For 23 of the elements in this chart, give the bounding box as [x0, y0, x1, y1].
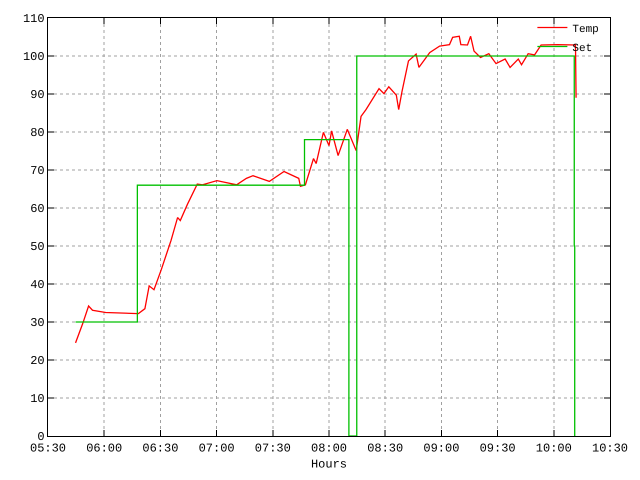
y-tick-label: 60: [30, 202, 45, 216]
x-tick-label: 07:00: [198, 441, 235, 456]
y-tick-label: 10: [30, 392, 45, 406]
x-tick-label: 08:30: [367, 441, 404, 456]
y-tick-label: 80: [30, 126, 45, 140]
x-tick-label: 07:30: [254, 441, 291, 456]
x-axis-title: Hours: [310, 457, 348, 472]
x-tick-label: 09:30: [480, 441, 516, 456]
y-tick-label: 100: [22, 50, 45, 64]
y-tick-label: 90: [30, 88, 45, 102]
y-tick-label: 110: [22, 12, 45, 26]
y-tick-label: 40: [30, 278, 45, 292]
x-tick-label: 09:00: [423, 441, 460, 456]
y-tick-label: 20: [30, 354, 45, 368]
y-tick-label: 30: [30, 316, 45, 330]
legend-label: Temp: [572, 24, 599, 36]
x-tick-label: 06:00: [86, 441, 122, 456]
y-tick-label: 50: [30, 240, 45, 254]
x-tick-label: 10:00: [536, 441, 572, 456]
y-tick-label: 70: [30, 164, 45, 178]
x-tick-label: 10:30: [592, 441, 628, 456]
x-tick-label: 06:30: [142, 441, 178, 456]
x-tick-label: 08:00: [310, 441, 348, 456]
